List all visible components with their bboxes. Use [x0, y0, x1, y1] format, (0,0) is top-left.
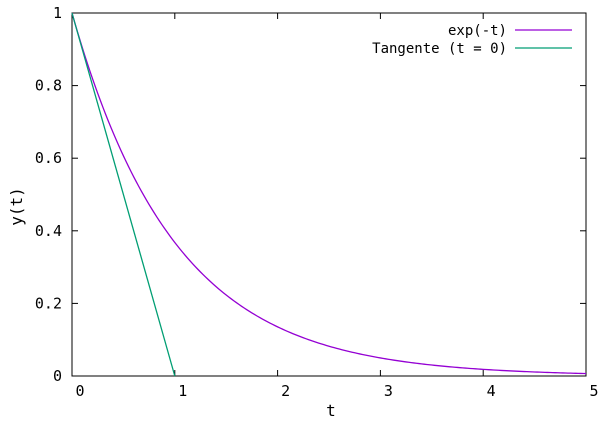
series-line-tangent [71, 12, 176, 377]
y-axis-ticks: 0 0.2 0.4 0.6 0.8 1 [35, 4, 586, 385]
x-axis-label: t [326, 401, 336, 420]
y-tick-label: 0.8 [35, 77, 62, 95]
plot-frame [71, 12, 587, 377]
series-line-exp [71, 12, 587, 375]
x-tick-label: 5 [589, 382, 598, 400]
x-tick-label: 0 [75, 382, 84, 400]
x-tick-label: 3 [384, 382, 393, 400]
x-tick-label: 2 [281, 382, 290, 400]
series-layer [71, 12, 587, 377]
x-tick-label: 1 [178, 382, 187, 400]
y-tick-label: 1 [53, 4, 62, 22]
y-tick-label: 0.4 [35, 222, 62, 240]
legend-entry-label: exp(-t) [448, 23, 507, 39]
y-tick-label: 0.2 [35, 294, 62, 312]
legend-entry-label: Tangente (t = 0) [372, 41, 507, 57]
x-axis-ticks: 0 1 2 3 4 5 [71, 13, 599, 400]
legend: exp(-t) Tangente (t = 0) [372, 23, 572, 57]
x-tick-label: 4 [487, 382, 496, 400]
y-tick-label: 0 [53, 367, 62, 385]
y-tick-label: 0.6 [35, 149, 62, 167]
y-axis-label: y(t) [7, 187, 26, 226]
